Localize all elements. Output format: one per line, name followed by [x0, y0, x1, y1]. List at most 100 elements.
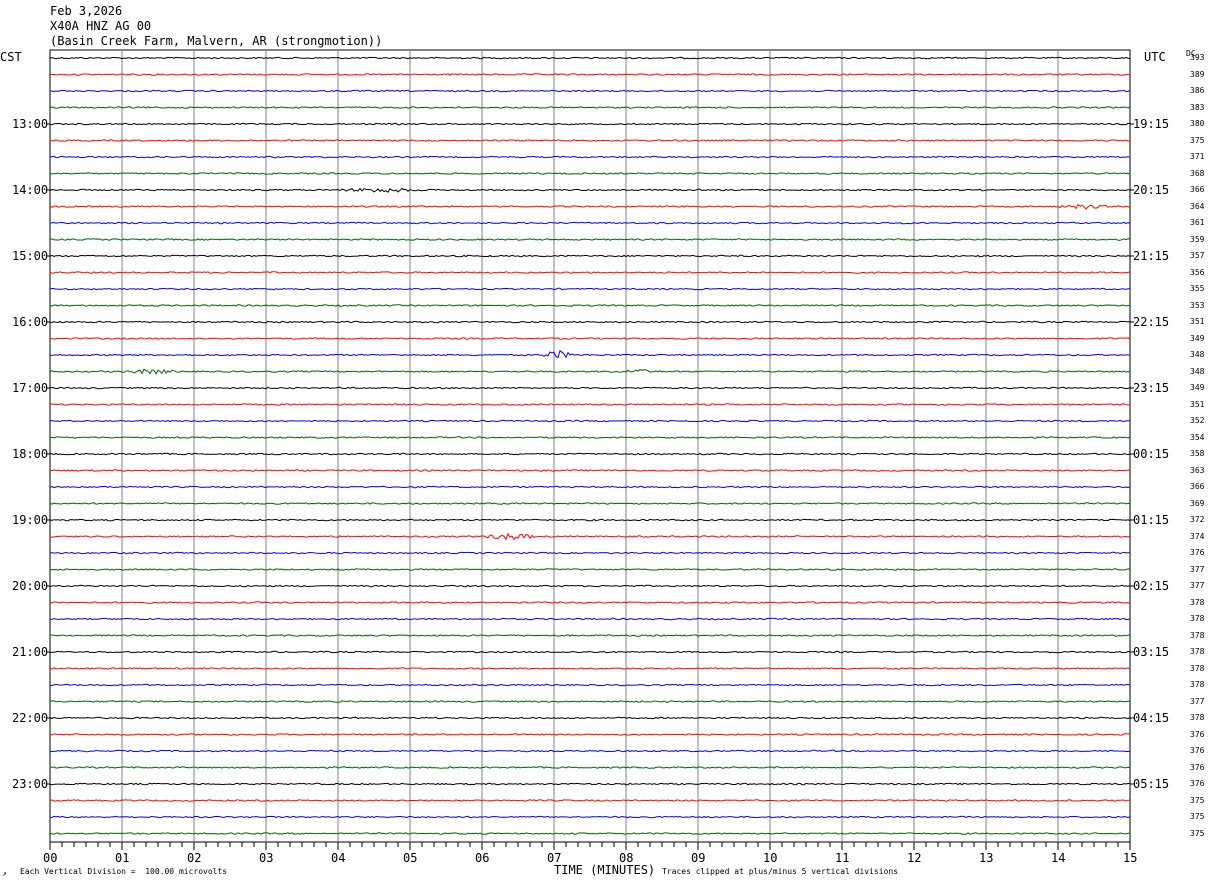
dc-value: 378: [1190, 597, 1205, 607]
dc-value: 363: [1190, 465, 1205, 475]
dc-value: 378: [1190, 614, 1205, 623]
x-tick-label: 05: [403, 851, 418, 865]
dc-value: 376: [1190, 746, 1205, 755]
trace-blue: [49, 419, 1131, 423]
trace-green: [49, 766, 1131, 769]
x-tick-label: 07: [547, 851, 562, 865]
trace-blue: [49, 551, 1131, 555]
trace-red: [49, 799, 1130, 802]
dc-value: 374: [1190, 531, 1205, 541]
corner-mark: ↗: [2, 869, 7, 878]
trace-red: [49, 667, 1131, 670]
trace-blue: [49, 155, 1131, 159]
dc-value: 378: [1190, 647, 1205, 656]
x-axis-title: TIME (MINUTES): [554, 863, 656, 877]
dc-value: 348: [1190, 350, 1205, 359]
trace-red: [49, 271, 1131, 274]
left-timezone-label: CST: [0, 50, 22, 64]
trace-blue: [49, 89, 1131, 93]
trace-blue: [49, 221, 1131, 225]
dc-value: 377: [1190, 564, 1205, 574]
dc-value: 349: [1190, 383, 1205, 392]
trace-red: [49, 532, 1131, 541]
left-time-label: 19:00: [12, 513, 49, 527]
dc-value: 378: [1190, 663, 1205, 673]
left-time-label: 22:00: [12, 711, 49, 725]
right-time-label: 03:15: [1133, 645, 1170, 659]
dc-value: 371: [1190, 152, 1205, 161]
trace-black: [49, 320, 1131, 324]
trace-blue: [49, 749, 1131, 753]
left-time-label: 20:00: [12, 579, 49, 593]
right-time-label: 02:15: [1133, 579, 1170, 593]
x-tick-label: 15: [1123, 851, 1138, 865]
dc-value: 376: [1190, 762, 1205, 772]
x-tick-label: 09: [691, 851, 706, 865]
trace-black: [49, 452, 1131, 456]
right-time-label: 23:15: [1133, 381, 1170, 395]
trace-black: [49, 716, 1131, 720]
right-time-label: 04:15: [1133, 711, 1170, 725]
x-tick-label: 01: [115, 851, 130, 865]
dc-value: 358: [1190, 449, 1205, 458]
dc-value: 383: [1190, 102, 1205, 112]
right-time-label: 21:15: [1133, 249, 1170, 263]
x-tick-label: 13: [979, 851, 994, 865]
trace-green: [49, 172, 1131, 175]
dc-value: 361: [1190, 218, 1205, 227]
trace-red: [49, 139, 1130, 142]
left-time-label: 17:00: [12, 381, 49, 395]
x-tick-label: 00: [43, 851, 58, 865]
trace-blue: [49, 287, 1130, 291]
trace-blue: [49, 617, 1131, 621]
trace-black: [49, 56, 1131, 60]
right-time-label: 00:15: [1133, 447, 1170, 461]
trace-blue: [49, 683, 1131, 687]
trace-green: [49, 238, 1131, 241]
dc-value: 366: [1190, 482, 1205, 491]
trace-blue: [49, 815, 1131, 819]
trace-blue: [49, 485, 1131, 489]
left-time-label: 21:00: [12, 645, 49, 659]
dc-value: 375: [1190, 828, 1205, 838]
trace-green: [49, 634, 1131, 637]
left-time-label: 16:00: [12, 315, 49, 329]
dc-value: 364: [1190, 201, 1205, 211]
dc-value: 393: [1190, 53, 1205, 62]
dc-value: 355: [1190, 284, 1205, 293]
trace-red: [49, 337, 1131, 340]
trace-black: [49, 122, 1131, 126]
dc-column-label: DC: [1186, 49, 1196, 58]
x-tick-label: 14: [1051, 851, 1066, 865]
trace-red: [49, 403, 1131, 406]
dc-value: 376: [1190, 548, 1205, 557]
left-time-label: 23:00: [12, 777, 49, 791]
dc-value: 378: [1190, 713, 1205, 722]
clip-note: Traces clipped at plus/minus 5 vertical …: [662, 867, 899, 876]
dc-value: 375: [1190, 795, 1205, 805]
x-tick-label: 03: [259, 851, 274, 865]
trace-green: [49, 368, 1131, 375]
left-time-label: 18:00: [12, 447, 49, 461]
right-time-label: 05:15: [1133, 777, 1170, 791]
dc-value: 366: [1190, 185, 1205, 194]
dc-value: 351: [1190, 317, 1205, 326]
trace-black: [49, 187, 1131, 193]
trace-green: [49, 700, 1130, 703]
trace-green: [49, 436, 1131, 439]
dc-value: 356: [1190, 267, 1205, 277]
trace-red: [49, 203, 1130, 210]
dc-value: 368: [1190, 168, 1205, 178]
dc-value: 372: [1190, 515, 1205, 524]
trace-blue: [49, 349, 1131, 359]
dc-value: 378: [1190, 630, 1205, 640]
x-tick-label: 08: [619, 851, 634, 865]
dc-value: 377: [1190, 696, 1205, 706]
plot-date: Feb 3,2026: [50, 4, 123, 18]
x-tick-label: 04: [331, 851, 346, 865]
site-name: (Basin Creek Farm, Malvern, AR (strongmo…: [50, 34, 383, 48]
trace-black: [49, 650, 1130, 654]
station-code: X40A HNZ AG 00: [50, 19, 152, 33]
trace-black: [49, 386, 1131, 390]
left-time-label: 13:00: [12, 117, 49, 131]
